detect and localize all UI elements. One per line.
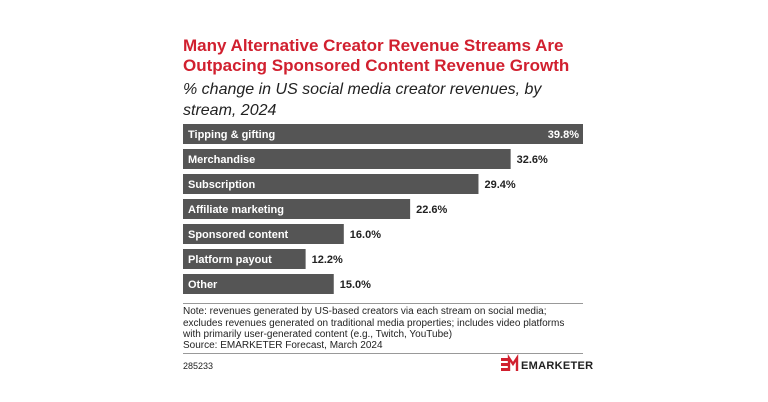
bar [183,274,334,294]
category-label: Subscription [188,179,256,191]
brand-logo [501,354,519,371]
value-label: 12.2% [312,254,343,266]
category-label: Merchandise [188,154,255,166]
bar [183,149,511,169]
value-label: 15.0% [340,279,371,291]
bar [183,224,344,244]
category-label: Affiliate marketing [188,204,284,216]
value-label: 16.0% [350,229,381,241]
source: Source: EMARKETER Forecast, March 2024 [183,340,383,351]
chart-subtitle: % change in US social media creator reve… [183,81,542,119]
bar [183,174,479,194]
chart-id: 285233 [183,361,214,371]
value-label: 32.6% [517,154,548,166]
category-label: Sponsored content [188,229,289,241]
category-label: Platform payout [188,254,272,266]
note: Note: revenues generated by US-based cre… [183,306,565,340]
category-label: Tipping & gifting [188,129,275,141]
brand-name: EMARKETER [521,360,594,372]
bar [183,199,411,219]
value-label: 29.4% [484,179,515,191]
category-label: Other [188,279,218,291]
value-label: 39.8% [548,129,579,141]
bar [183,249,306,269]
bar [183,124,583,144]
chart-title: Many Alternative Creator Revenue Streams… [183,36,570,75]
value-label: 22.6% [416,204,447,216]
